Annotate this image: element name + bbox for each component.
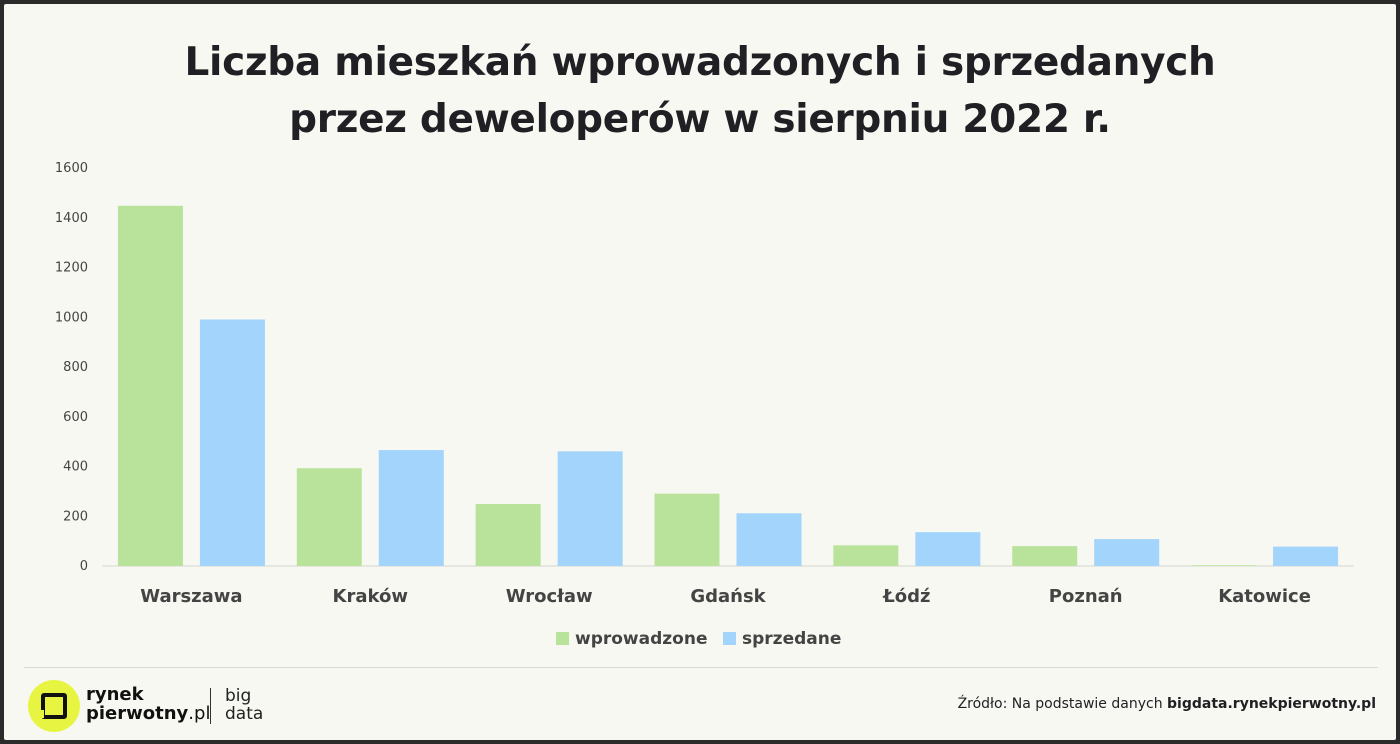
source-note: Źródło: Na podstawie danych bigdata.ryne… (958, 696, 1376, 712)
source-link-text: bigdata.rynekpierwotny.pl (1167, 696, 1376, 712)
bar-sprzedane-2 (557, 451, 623, 566)
y-tick-label: 200 (63, 509, 88, 524)
legend-swatch-sprzedane (723, 632, 736, 645)
brand-name-domain: .pl (188, 703, 211, 724)
bar-wprowadzone-1 (296, 468, 362, 566)
brand-divider (210, 688, 211, 724)
chart-title-line-1: Liczba mieszkań wprowadzonych i sprzedan… (184, 40, 1216, 85)
brand-name-line-2: pierwotny.pl (86, 704, 210, 724)
bar-wprowadzone-6 (1191, 565, 1257, 566)
x-tick-label: Kraków (333, 586, 408, 607)
legend-label-wprowadzone: wprowadzone (575, 629, 708, 649)
x-tick-label: Łódź (882, 586, 930, 607)
chart-title-line-2: przez deweloperów w sierpniu 2022 r. (289, 97, 1111, 142)
bigdata-line-2: data (225, 704, 264, 724)
bar-wprowadzone-3 (654, 493, 720, 566)
y-tick-label: 800 (63, 360, 88, 375)
y-tick-label: 1400 (55, 211, 88, 226)
bar-sprzedane-3 (736, 513, 802, 566)
y-tick-label: 1200 (55, 261, 88, 276)
bar-sprzedane-1 (378, 450, 444, 566)
infographic-frame: Liczba mieszkań wprowadzonych i sprzedan… (4, 4, 1396, 740)
y-tick-label: 1600 (55, 161, 88, 176)
chart-title: Liczba mieszkań wprowadzonych i sprzedan… (4, 34, 1396, 148)
bar-sprzedane-0 (199, 319, 265, 566)
bar-sprzedane-5 (1094, 539, 1160, 566)
bar-sprzedane-6 (1273, 546, 1339, 566)
footer-divider (24, 667, 1378, 668)
bar-sprzedane-4 (915, 532, 981, 566)
bigdata-logo-text: big data (225, 687, 263, 723)
y-tick-label: 400 (63, 460, 88, 475)
bar-wprowadzone-4 (833, 545, 899, 566)
y-tick-label: 0 (80, 559, 88, 574)
x-tick-label: Poznań (1049, 586, 1123, 607)
bar-wprowadzone-2 (475, 504, 541, 566)
brand-name-bold: pierwotny (86, 703, 189, 724)
x-tick-label: Wrocław (506, 586, 593, 607)
x-tick-label: Katowice (1218, 586, 1311, 607)
brand-name-line-1: rynek (86, 684, 144, 705)
logo-square-shape (41, 693, 67, 719)
bar-chart: 0 200 400 600 800 1000 1200 1400 1600 Warszawa Kra… (55, 161, 1354, 649)
bar-wprowadzone-0 (117, 205, 183, 566)
legend-swatch-wprowadzone (556, 632, 569, 645)
logo-notch-shape (36, 710, 44, 718)
bigdata-line-1: big (225, 686, 252, 706)
rynekpierwotny-logo-icon (28, 680, 80, 732)
bar-wprowadzone-5 (1012, 546, 1078, 566)
x-tick-label: Gdańsk (690, 586, 766, 607)
y-tick-label: 600 (63, 410, 88, 425)
source-prefix: Źródło: Na podstawie danych (957, 696, 1168, 712)
x-tick-label: Warszawa (140, 586, 242, 607)
y-tick-label: 1000 (55, 310, 88, 325)
legend-label-sprzedane: sprzedane (742, 629, 841, 649)
